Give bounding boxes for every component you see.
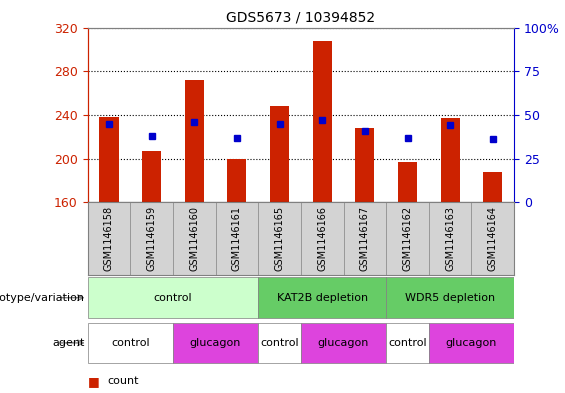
Bar: [142, 151, 161, 202]
Text: GSM1146161: GSM1146161: [232, 206, 242, 271]
Bar: [185, 80, 204, 202]
Bar: [216, 28, 258, 202]
Text: GSM1146165: GSM1146165: [275, 206, 285, 271]
Text: agent: agent: [53, 338, 85, 348]
Bar: [99, 117, 119, 202]
Title: GDS5673 / 10394852: GDS5673 / 10394852: [227, 11, 375, 25]
Bar: [355, 128, 375, 202]
Bar: [386, 323, 429, 363]
Text: KAT2B depletion: KAT2B depletion: [277, 293, 368, 303]
Bar: [386, 277, 514, 318]
Text: ■: ■: [88, 375, 99, 388]
Bar: [173, 28, 215, 202]
Bar: [429, 323, 514, 363]
Bar: [398, 162, 417, 202]
Text: glucagon: glucagon: [446, 338, 497, 348]
Bar: [441, 118, 460, 202]
Text: GSM1146164: GSM1146164: [488, 206, 498, 271]
Text: GSM1146159: GSM1146159: [146, 206, 157, 271]
Text: GSM1146163: GSM1146163: [445, 206, 455, 271]
Bar: [258, 323, 301, 363]
Bar: [429, 28, 471, 202]
Text: control: control: [154, 293, 192, 303]
Text: GSM1146167: GSM1146167: [360, 206, 370, 271]
Bar: [483, 172, 502, 202]
Bar: [301, 323, 386, 363]
Bar: [88, 323, 173, 363]
Bar: [258, 277, 386, 318]
Text: count: count: [107, 376, 139, 386]
Text: control: control: [388, 338, 427, 348]
Bar: [227, 159, 246, 202]
Bar: [88, 28, 131, 202]
Bar: [131, 28, 173, 202]
Bar: [301, 28, 344, 202]
Text: WDR5 depletion: WDR5 depletion: [405, 293, 496, 303]
Bar: [471, 28, 514, 202]
Text: control: control: [111, 338, 150, 348]
Text: GSM1146158: GSM1146158: [104, 206, 114, 271]
Bar: [312, 40, 332, 202]
Bar: [88, 277, 258, 318]
Bar: [258, 28, 301, 202]
Text: glucagon: glucagon: [190, 338, 241, 348]
Text: glucagon: glucagon: [318, 338, 369, 348]
Text: genotype/variation: genotype/variation: [0, 293, 85, 303]
Text: control: control: [260, 338, 299, 348]
Bar: [386, 28, 429, 202]
Bar: [270, 106, 289, 202]
Bar: [173, 323, 258, 363]
Bar: [344, 28, 386, 202]
Text: GSM1146160: GSM1146160: [189, 206, 199, 271]
Text: GSM1146162: GSM1146162: [402, 206, 412, 271]
Text: GSM1146166: GSM1146166: [317, 206, 327, 271]
